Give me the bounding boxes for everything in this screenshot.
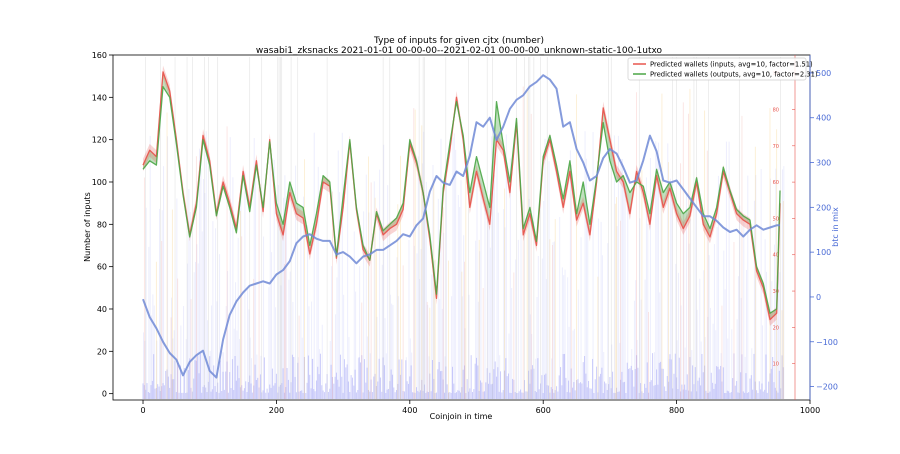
- y-tick-label: 80: [97, 220, 107, 229]
- y-right-tick-label: 500: [816, 69, 831, 78]
- inner-tick-label: 10: [773, 362, 779, 368]
- x-tick-label: 400: [402, 406, 417, 415]
- chart-subtitle: wasabi1_zksnacks 2021-01-01 00-00-00--20…: [256, 46, 663, 56]
- legend-label-inputs: Predicted wallets (inputs, avg=10, facto…: [650, 61, 813, 69]
- series-line-outputs: [142, 86, 781, 314]
- y-tick-label: 160: [92, 51, 107, 60]
- series-line-btc-in-mix: [142, 74, 780, 379]
- inner-tick-label: 30: [773, 289, 779, 295]
- y-right-tick-label: 100: [816, 248, 831, 257]
- y-right-tick-label: −200: [816, 383, 838, 392]
- inner-tick-label: 60: [773, 180, 779, 186]
- inner-tick-label: 70: [773, 144, 779, 150]
- x-tick-label: 600: [536, 406, 551, 415]
- x-tick-label: 800: [669, 406, 684, 415]
- inner-tick-label: 20: [773, 325, 779, 331]
- right-axis: −200 −100 0 100 200 300 400 500: [809, 55, 838, 400]
- y-tick-label: 120: [92, 136, 107, 145]
- x-tick-label: 0: [140, 406, 145, 415]
- y-tick-label: 60: [97, 263, 107, 272]
- x-axis: 0 200 400 600 800 1000: [140, 400, 820, 415]
- y-tick-label: 40: [97, 305, 107, 314]
- background-bars: [142, 57, 785, 399]
- legend-box: [627, 57, 807, 81]
- x-tick-label: 1000: [800, 406, 820, 415]
- inner-tick-label: 40: [773, 253, 779, 259]
- inner-tick-label: 50: [773, 216, 779, 222]
- y-right-tick-label: 300: [816, 159, 831, 168]
- y-axis-label: Number of inputs: [83, 192, 92, 262]
- y-right-tick-label: −100: [816, 338, 838, 347]
- y-tick-label: 20: [97, 347, 107, 356]
- y-right-tick-label: 400: [816, 114, 831, 123]
- y-right-axis-label: btc in mix: [831, 207, 840, 247]
- x-axis-label: Coinjoin in time: [430, 412, 493, 421]
- y-tick-label: 100: [92, 178, 107, 187]
- left-axis: 0 20 40 60 80 100 120 140 160: [92, 51, 113, 399]
- legend: Predicted wallets (inputs, avg=10, facto…: [627, 57, 818, 81]
- inner-axis: 102030405060708090: [773, 55, 796, 400]
- legend-label-outputs: Predicted wallets (outputs, avg=10, fact…: [650, 71, 818, 79]
- series-group: [142, 65, 781, 379]
- y-right-tick-label: 0: [816, 293, 821, 302]
- y-right-tick-label: 200: [816, 203, 831, 212]
- inner-tick-label: 80: [773, 107, 779, 113]
- chart-title: Type of inputs for given cjtx (number): [373, 36, 544, 46]
- y-tick-label: 0: [102, 390, 107, 399]
- y-tick-label: 140: [92, 93, 107, 102]
- x-tick-label: 200: [269, 406, 284, 415]
